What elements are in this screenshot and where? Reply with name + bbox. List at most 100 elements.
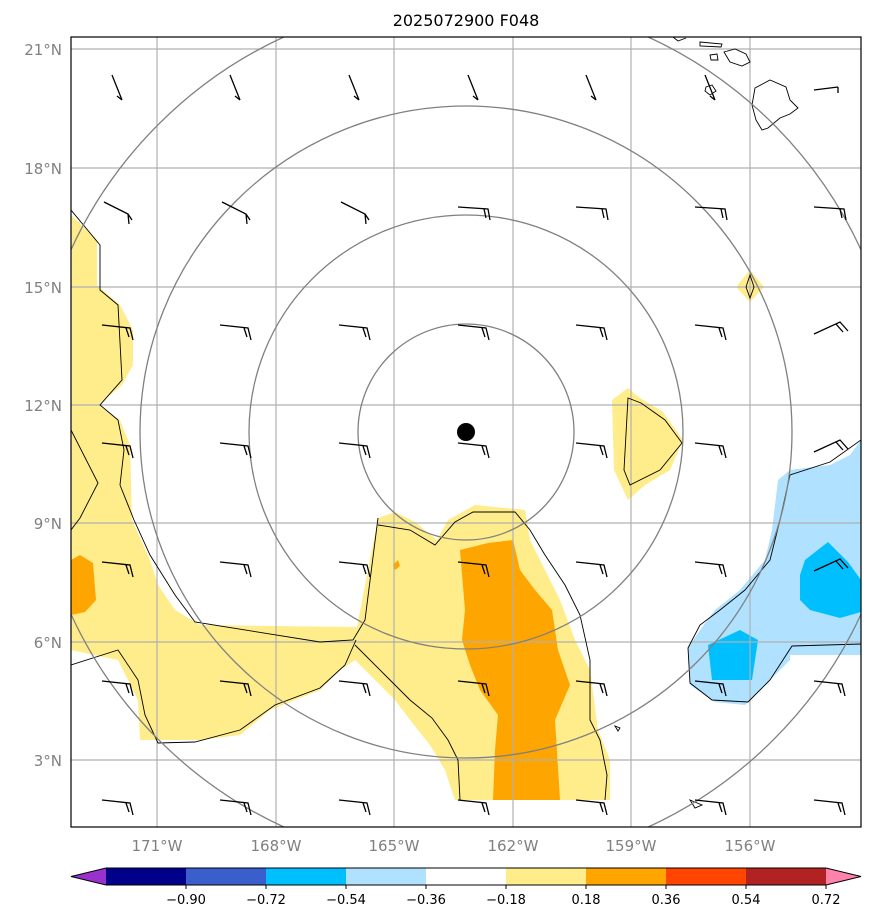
cyan-region-east <box>800 542 861 618</box>
shaded-field <box>71 215 861 800</box>
wind-barb-icon <box>457 442 490 459</box>
latitude-labels: 21°N 18°N 15°N 12°N 9°N 6°N 3°N <box>24 41 62 770</box>
yellow-region-east <box>612 388 683 500</box>
wind-barb-icon <box>338 561 371 578</box>
wind-barb-icon <box>585 74 597 101</box>
wind-barb-icon <box>467 74 479 101</box>
wind-barbs <box>101 74 849 816</box>
wind-barb-icon <box>338 799 371 816</box>
wind-barb-icon <box>575 442 608 459</box>
lat-label: 12°N <box>24 397 62 415</box>
wind-barb-icon <box>694 324 727 341</box>
wind-barb-icon <box>219 442 252 459</box>
wind-barb-icon <box>229 74 241 101</box>
wind-barb-icon <box>338 680 371 697</box>
wind-barb-icon <box>219 680 252 697</box>
wind-barb-icon <box>575 561 608 578</box>
wind-barb-icon <box>457 324 490 341</box>
colorbar-outline <box>70 867 862 886</box>
colorbar-bin <box>346 868 427 885</box>
colorbar-label: 0.36 <box>652 893 681 908</box>
lat-label: 6°N <box>34 634 62 652</box>
map-title: 2025072900 F048 <box>393 11 540 30</box>
wind-barb-icon <box>694 680 727 697</box>
lon-label: 168°W <box>251 837 302 855</box>
wind-barb-icon <box>340 201 370 225</box>
lat-label: 15°N <box>24 279 62 297</box>
oahu-edge <box>672 37 687 42</box>
colorbar-extend-high <box>826 868 861 885</box>
colorbar-bin <box>666 868 747 885</box>
lat-label: 9°N <box>34 515 62 533</box>
wind-barb-icon <box>457 799 490 816</box>
wind-barb-icon <box>338 442 371 459</box>
colorbar-extend-low <box>71 868 106 885</box>
range-ring-3 <box>139 105 793 759</box>
colorbar-label: 0.18 <box>572 893 601 908</box>
outline-south-west <box>71 639 357 744</box>
wind-barb-icon <box>457 561 490 578</box>
wind-barb-icon <box>219 561 252 578</box>
wind-barb-icon <box>813 86 839 93</box>
outline-west-inner <box>71 429 99 531</box>
wind-barb-icon <box>348 74 360 101</box>
colorbar-label: −0.36 <box>406 893 446 908</box>
orange-region-west <box>71 555 96 615</box>
lon-label: 159°W <box>606 837 657 855</box>
wind-barb-icon <box>103 201 133 225</box>
orange-region-center <box>460 540 570 800</box>
lanai <box>709 53 719 61</box>
outline-center-south <box>354 644 461 801</box>
wind-barb-icon <box>813 558 849 572</box>
orange-region-small <box>393 560 400 570</box>
wind-barb-icon <box>101 561 134 578</box>
wind-barb-icon <box>101 324 134 341</box>
wind-barb-icon <box>219 799 252 816</box>
wind-barb-icon <box>101 442 134 459</box>
molokai <box>699 41 723 48</box>
wind-barb-icon <box>101 680 134 697</box>
lat-label: 3°N <box>34 752 62 770</box>
outline-east-yellow <box>623 397 683 486</box>
wind-barb-icon <box>338 324 371 341</box>
colorbar-bin <box>586 868 667 885</box>
wind-barb-icon <box>219 324 252 341</box>
wind-barb-icon <box>694 442 727 459</box>
colorbar-label: 0.54 <box>732 893 761 908</box>
lon-label: 171°W <box>132 837 183 855</box>
range-ring-2 <box>248 214 684 650</box>
lon-label: 162°W <box>488 837 539 855</box>
colorbar-bin <box>746 868 827 885</box>
wind-barb-icon <box>813 321 849 335</box>
colorbar-bin <box>186 868 267 885</box>
wind-barb-icon <box>111 74 123 101</box>
graticule <box>71 37 861 827</box>
colorbar: −0.90 −0.72 −0.54 −0.36 −0.18 0.18 0.36 0.54 0.7… <box>70 867 862 908</box>
wind-barb-icon <box>694 561 727 578</box>
colorbar-label: −0.72 <box>246 893 286 908</box>
range-ring-1 <box>357 323 575 541</box>
storm-center-marker <box>457 423 475 441</box>
wind-barb-icon <box>221 201 251 225</box>
wind-barb-icon <box>813 206 847 221</box>
lon-label: 156°W <box>725 837 776 855</box>
colorbar-bin <box>426 868 507 885</box>
longitude-labels: 171°W 168°W 165°W 162°W 159°W 156°W <box>132 837 776 855</box>
wind-barb-icon <box>457 680 490 697</box>
colorbar-bin <box>266 868 347 885</box>
wind-barb-icon <box>813 680 846 697</box>
wind-barb-icon <box>575 324 608 341</box>
wind-barb-icon <box>101 799 134 816</box>
wind-barb-icon <box>813 439 849 453</box>
plot-area <box>71 37 861 827</box>
outline-west <box>71 209 379 643</box>
range-rings <box>71 37 861 827</box>
wind-barb-icon <box>694 206 728 221</box>
wind-barb-icon <box>694 799 727 816</box>
islet <box>613 725 621 732</box>
plot-frame <box>70 36 862 828</box>
outline-hawaii-diamond <box>745 273 755 300</box>
colorbar-label: 0.72 <box>812 893 841 908</box>
colorbar-label: −0.18 <box>486 893 526 908</box>
